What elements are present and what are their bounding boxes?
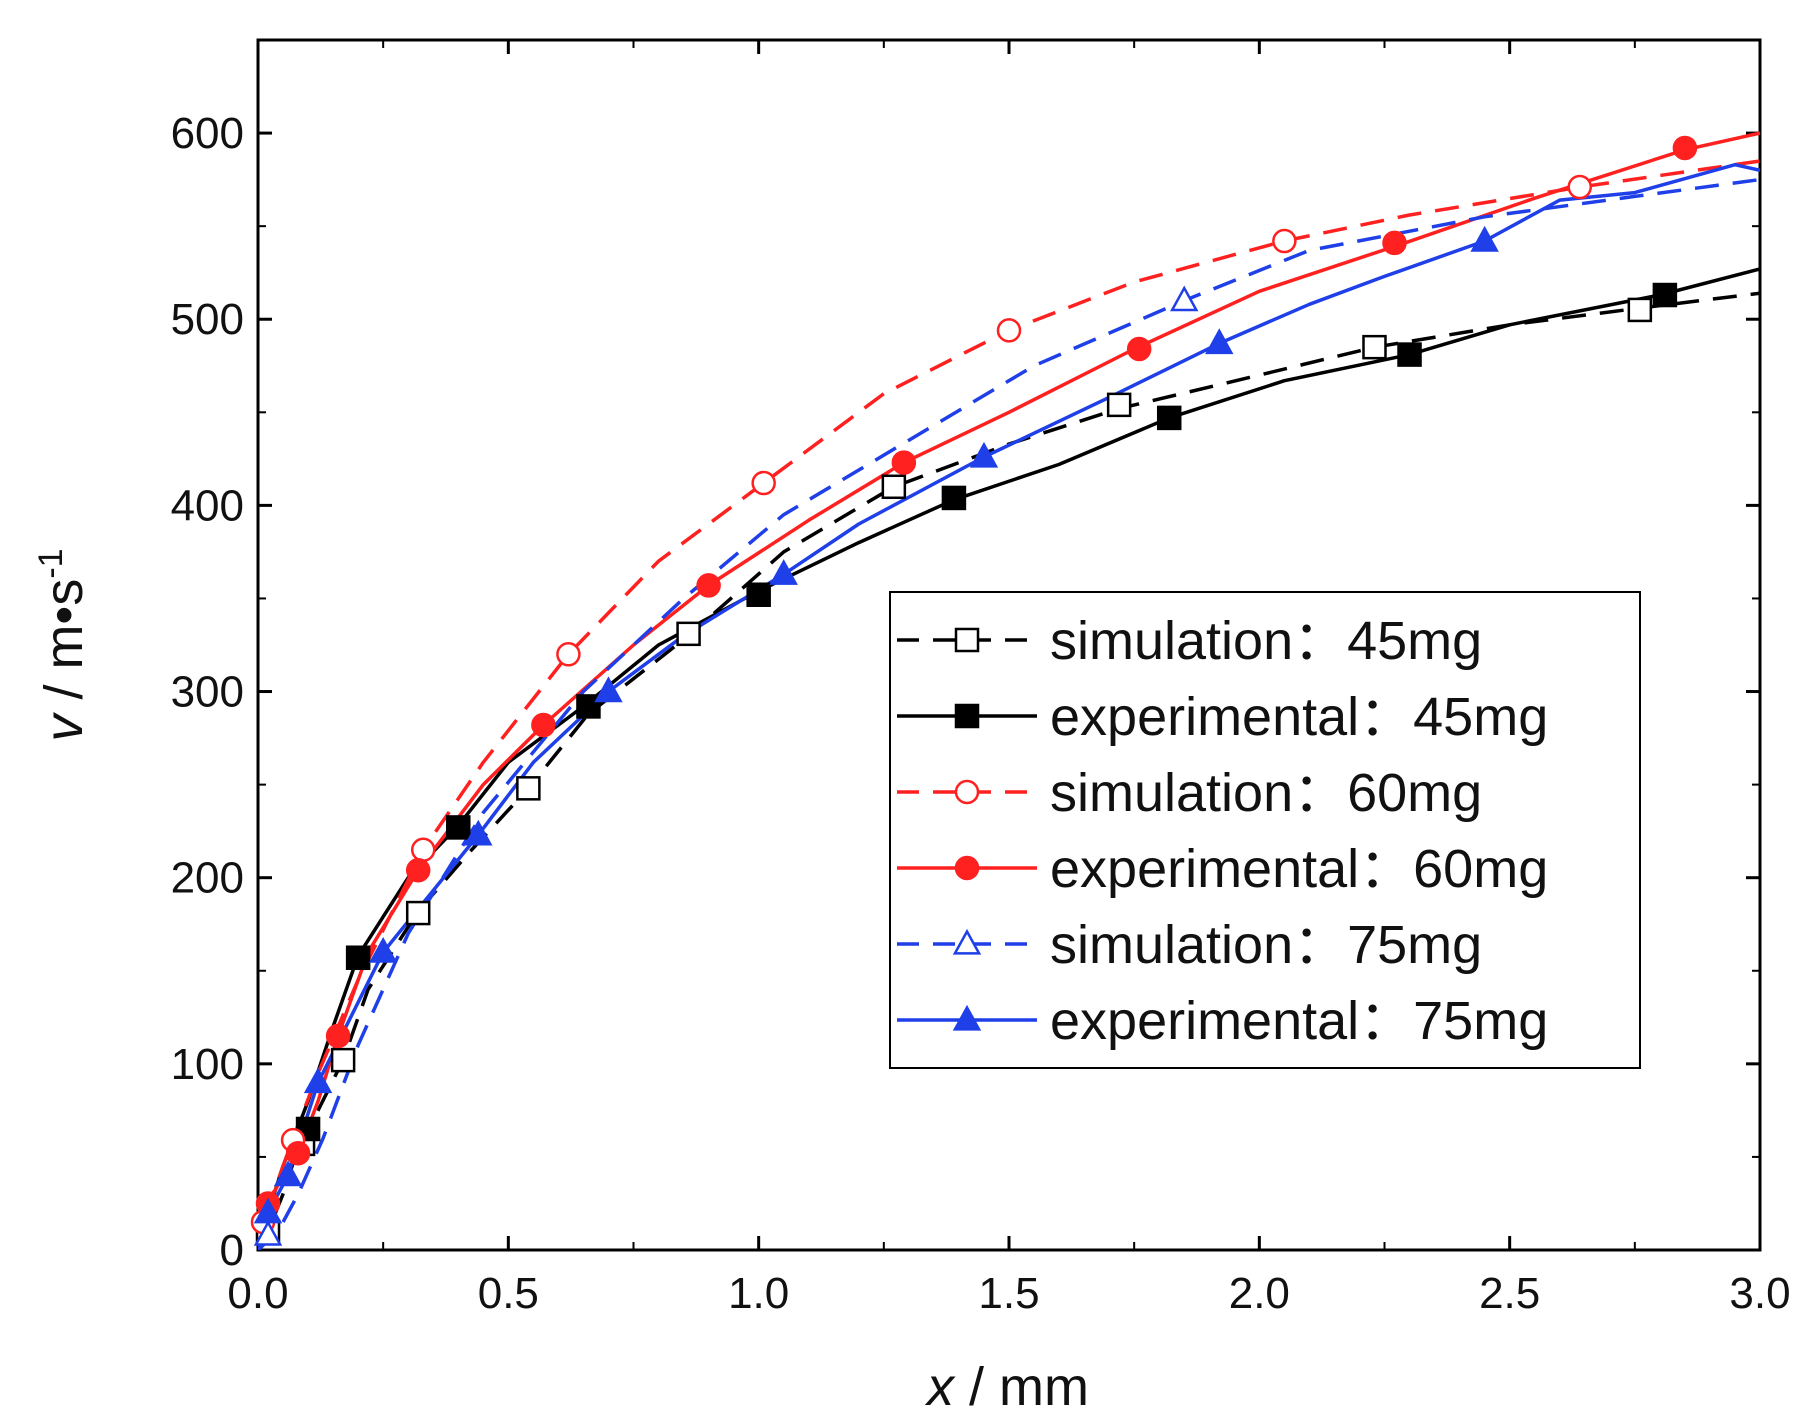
- legend-label-1: experimental：45mg: [1050, 687, 1548, 747]
- data-point-square: [746, 582, 771, 607]
- data-point-triangle: [273, 1160, 303, 1187]
- data-point-circle: [325, 1023, 351, 1049]
- y-tick-label: 200: [171, 854, 244, 903]
- data-point-circle: [1672, 135, 1698, 161]
- legend: simulation：45mg experimental：45mg simulati…: [889, 591, 1641, 1069]
- data-point-square: [1397, 342, 1422, 367]
- legend-label-5: experimental：75mg: [1050, 991, 1548, 1051]
- y-tick-label: 600: [171, 109, 244, 158]
- data-point-square: [330, 1047, 356, 1073]
- data-point-square: [1106, 392, 1132, 418]
- data-point-square: [516, 776, 541, 801]
- data-point-square: [576, 694, 601, 719]
- data-point-square: [1652, 282, 1678, 308]
- data-point-circle: [405, 857, 431, 883]
- data-point-circle: [1126, 336, 1152, 362]
- data-point-square: [1362, 334, 1387, 360]
- data-point-square: [676, 621, 701, 647]
- legend-label-3: experimental：60mg: [1050, 839, 1548, 899]
- data-point-triangle: [969, 441, 999, 468]
- x-axis-title: x / mm: [924, 1357, 1089, 1417]
- legend-marker-4: [952, 928, 982, 955]
- data-point-circle: [996, 318, 1022, 343]
- x-tick-label: 1.5: [978, 1269, 1039, 1318]
- data-point-square: [446, 815, 471, 840]
- y-tick-label: 400: [171, 481, 244, 530]
- data-point-circle: [531, 712, 556, 738]
- markers-layer: [250, 135, 1698, 1246]
- data-point-square: [405, 900, 431, 926]
- data-point-square: [1156, 405, 1182, 431]
- legend-marker-3: [954, 855, 980, 881]
- data-point-circle: [556, 642, 581, 667]
- data-point-triangle: [303, 1067, 333, 1094]
- x-tick-label: 0.0: [227, 1269, 288, 1318]
- y-tick-label: 500: [171, 295, 244, 344]
- x-tick-label: 2.5: [1479, 1269, 1540, 1318]
- x-tick-label: 3.0: [1729, 1269, 1790, 1318]
- y-tick-label: 300: [171, 668, 244, 717]
- legend-marker-1: [954, 703, 980, 729]
- data-point-square: [345, 945, 371, 970]
- data-point-triangle: [464, 819, 493, 846]
- legend-label-2: simulation：60mg: [1050, 763, 1482, 823]
- data-point-circle: [1382, 230, 1407, 256]
- data-point-circle: [696, 573, 721, 598]
- x-tick-label: 2.0: [1229, 1269, 1290, 1318]
- series-line-2: [258, 159, 1760, 1250]
- data-point-triangle: [769, 559, 798, 585]
- legend-label-4: simulation：75mg: [1050, 915, 1482, 975]
- y-axis-title: v / m•s-1: [32, 548, 94, 741]
- data-point-square: [881, 474, 907, 500]
- data-point-square: [941, 485, 967, 511]
- data-point-circle: [1567, 174, 1593, 200]
- data-point-triangle: [368, 937, 398, 963]
- legend-marker-5: [952, 1004, 982, 1031]
- series-line-4: [258, 177, 1760, 1250]
- x-tick-label: 1.0: [728, 1269, 789, 1318]
- data-point-triangle: [1205, 328, 1234, 355]
- x-tick-label: 0.5: [478, 1269, 539, 1318]
- legend-box: [889, 591, 1641, 1069]
- data-point-circle: [410, 837, 436, 863]
- legend-marker-2: [954, 779, 980, 805]
- data-point-triangle: [253, 1219, 283, 1246]
- axis-ticks: 0.0 0.5 1.0 1.5 2.0 2.5 3.0 0 100 200 300 400 500 600: [171, 40, 1791, 1318]
- data-point-triangle: [253, 1197, 283, 1224]
- data-point-circle: [1272, 228, 1297, 254]
- y-tick-label: 0: [220, 1226, 244, 1275]
- data-point-circle: [285, 1140, 311, 1166]
- data-point-square: [1627, 297, 1653, 323]
- data-point-circle: [891, 450, 917, 475]
- data-point-triangle: [1470, 225, 1499, 252]
- y-tick-label: 100: [171, 1040, 244, 1089]
- legend-label-0: simulation：45mg: [1050, 611, 1482, 671]
- data-point-circle: [751, 470, 776, 496]
- legend-marker-0: [954, 627, 980, 653]
- data-point-triangle: [594, 676, 623, 703]
- data-point-triangle: [1170, 285, 1199, 312]
